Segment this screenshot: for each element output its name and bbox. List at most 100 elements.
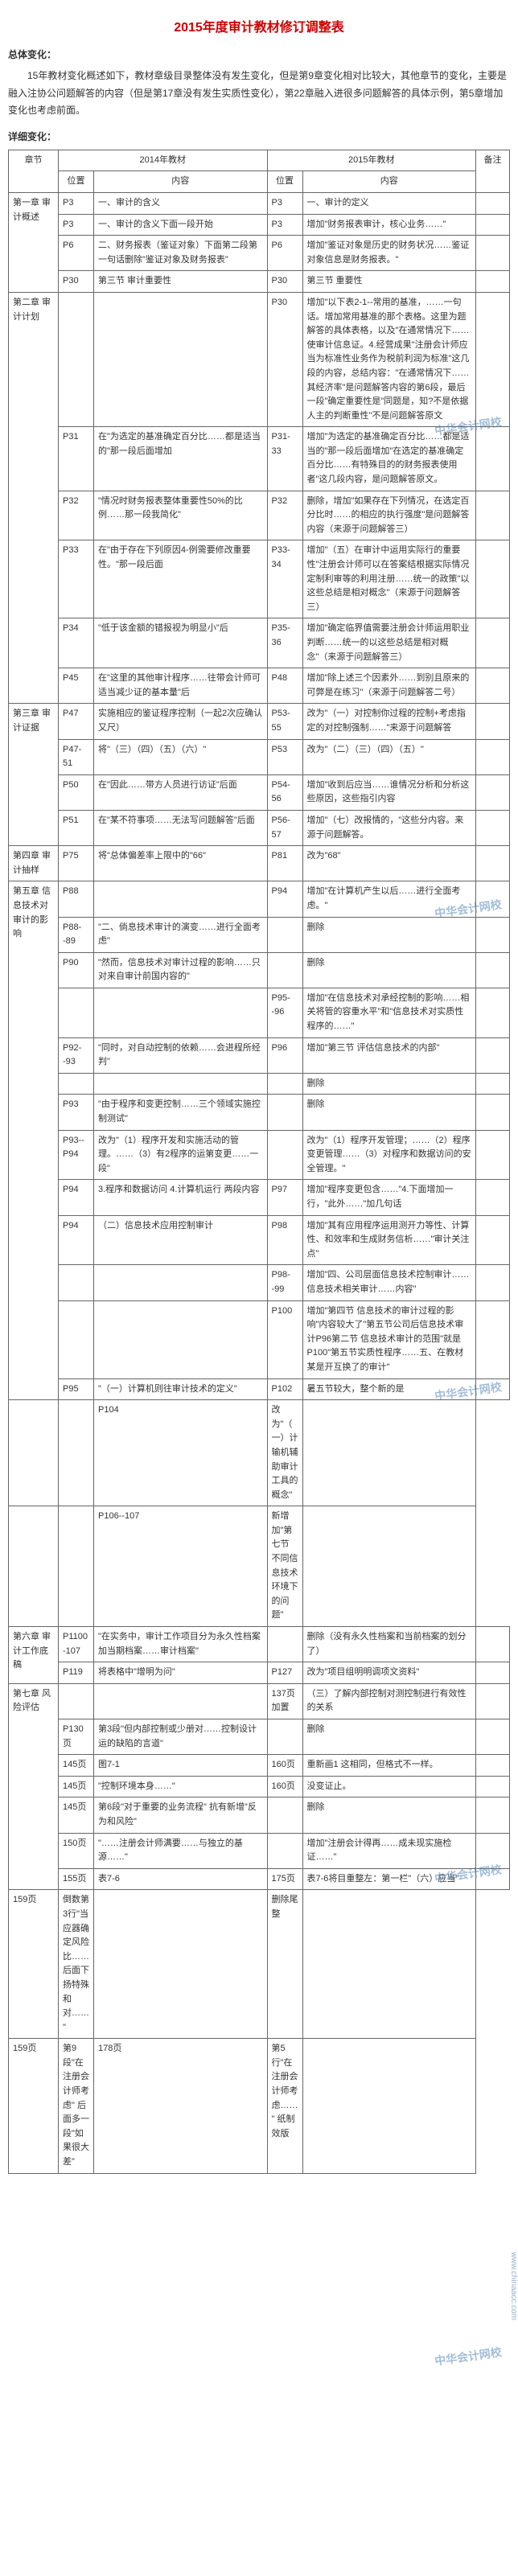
cell-p15 <box>267 1627 302 1662</box>
table-row: P943.程序和数据访问 4.计算机运行 两段内容P97增加"程序变更包含……"… <box>9 1180 510 1215</box>
cell-p14: P47 <box>59 704 94 739</box>
table-row: P33在"由于存在下列原因4-例需要修改重要性。"那一段后面P33-34增加"（… <box>9 540 510 618</box>
cell-p15: P81 <box>267 846 302 881</box>
cell-c14: 二、财务报表（鉴证对象）下面第二段第一句话删除"鉴证对象及财务报表" <box>94 236 268 271</box>
cell-r <box>476 1776 510 1797</box>
cell-p15 <box>267 1719 302 1755</box>
cell-c14 <box>59 1506 94 1627</box>
cell-c15: 增加"以下表2-1--常用的基准，……一句话。增加常用基准的那个表格。这里为题解… <box>302 292 476 426</box>
cell-p14: P75 <box>59 846 94 881</box>
cell-p14: 150页 <box>59 1833 94 1868</box>
cell-c14 <box>94 881 268 917</box>
cell-p15: P35-36 <box>267 618 302 668</box>
cell-r <box>476 917 510 952</box>
cell-p15: P53 <box>267 739 302 774</box>
cell-r <box>476 1833 510 1868</box>
cell-r <box>476 881 510 917</box>
cell-c14: 在"某不符事项……无法写问题解答"后面 <box>94 810 268 845</box>
th-2014: 2014年教材 <box>59 150 268 171</box>
cell-p14: P32 <box>59 491 94 540</box>
cell-c14 <box>94 1073 268 1095</box>
cell-p14: P6 <box>59 236 94 271</box>
cell-c14: "然而，信息技术对审计过程的影响……只对来自审计前国内容的" <box>94 952 268 988</box>
cell-r <box>476 292 510 426</box>
cell-p15 <box>267 952 302 988</box>
table-row: P100增加"第四节 信息技术的审计过程的影响"内容较大了"第五节公司后信息技术… <box>9 1300 510 1378</box>
cell-c14: "低于该金额的错报视为明显小"后 <box>94 618 268 668</box>
cell-r <box>476 1683 510 1719</box>
cell-p14: P31 <box>59 427 94 491</box>
cell-p15 <box>267 1095 302 1130</box>
cell-c15: 删除，增加"如果存在下列情况，在选定百分比时……的相应的执行强度"是问题解答内容… <box>302 491 476 540</box>
cell-p14: P33 <box>59 540 94 618</box>
cell-p15: P95--96 <box>267 988 302 1037</box>
cell-p15: P102 <box>267 1378 302 1400</box>
cell-c14 <box>94 292 268 426</box>
cell-r <box>476 1300 510 1378</box>
cell-p14: P30 <box>59 271 94 293</box>
table-row: P34"低于该金额的错报视为明显小"后P35-36增加"确定临界值需要注册会计师… <box>9 618 510 668</box>
cell-c15: 增加"财务报表审计，核心业务……" <box>302 214 476 236</box>
cell-p14: P90 <box>59 952 94 988</box>
table-row: P95"（一）计算机则往审计技术的定义"P102暑五节较大，整个新的是 <box>9 1378 510 1400</box>
cell-c15: 没变证止。 <box>302 1776 476 1797</box>
cell-p14: P88--89 <box>59 917 94 952</box>
cell-p15: P3 <box>267 214 302 236</box>
table-row: 第六章 审计工作底稿P1100-107"在实务中，审计工作项目分为永久性档案加当… <box>9 1627 510 1662</box>
cell-r <box>302 1400 476 1506</box>
table-row: P95--96增加"在信息技术对承经控制的影响……相关将管的容重水平"和"信息技… <box>9 988 510 1037</box>
cell-c14: "二、倘息技术审计的演变……进行全面考虑" <box>94 917 268 952</box>
chapter-cell: 第一章 审计概述 <box>9 192 59 292</box>
cell-r <box>476 704 510 739</box>
table-row: P47-51将"（三）（四）（五）（六）"P53改为"（二）（三）（四）（五）" <box>9 739 510 774</box>
cell-p15: P100 <box>267 1300 302 1378</box>
cell-p15: P31-33 <box>267 427 302 491</box>
cell-r <box>476 952 510 988</box>
cell-r <box>476 1719 510 1755</box>
cell-p14: P94 <box>59 1180 94 1215</box>
cell-r <box>476 1037 510 1073</box>
cell-p15: 160页 <box>267 1776 302 1797</box>
cell-c14: 在"为选定的基准确定百分比……都是适当的"那一段后面增加 <box>94 427 268 491</box>
cell-c15: 增加"除上述三个因素外……到别且原来的可弊是在练习"（来源于问题解答二号） <box>302 668 476 704</box>
cell-c15: 改为"68" <box>302 846 476 881</box>
cell-p15: P53-55 <box>267 704 302 739</box>
cell-r <box>476 1627 510 1662</box>
th-content14: 内容 <box>94 171 268 193</box>
cell-p15: P104 <box>94 1400 268 1506</box>
cell-c14 <box>94 988 268 1037</box>
cell-c14: 倒数第3行"当应器确定风险比……后面下扬特殊和对……" <box>59 1890 94 2039</box>
changes-table: 章节 2014年教材 2015年教材 备注 位置 内容 位置 内容 第一章 审计… <box>8 150 510 2174</box>
cell-p14 <box>59 1683 94 1719</box>
cell-p14: 145页 <box>59 1755 94 1777</box>
cell-c15: 删除 <box>302 1095 476 1130</box>
cell-p14: P50 <box>59 774 94 810</box>
table-row: P3一、审计的含义下面一段开始P3增加"财务报表审计，核心业务……" <box>9 214 510 236</box>
cell-p14: P45 <box>59 668 94 704</box>
table-row: P31在"为选定的基准确定百分比……都是适当的"那一段后面增加P31-33增加"… <box>9 427 510 491</box>
cell-c14: 一、审计的含义 <box>94 192 268 214</box>
table-row: 150页"……注册会计师满要……与独立的基源……"增加"注册会计得再……成未现实… <box>9 1833 510 1868</box>
cell-p15: P48 <box>267 668 302 704</box>
cell-p15: P96 <box>267 1037 302 1073</box>
table-row: P98--99增加"四、公司层面信息技术控制审计……信息技术相关审计……内容" <box>9 1265 510 1300</box>
cell-r <box>476 846 510 881</box>
cell-p14: P51 <box>59 810 94 845</box>
cell-c14: 图7-1 <box>94 1755 268 1777</box>
cell-p15 <box>267 1130 302 1180</box>
cell-p14: P34 <box>59 618 94 668</box>
th-2015: 2015年教材 <box>267 150 476 171</box>
cell-c15: 删除 <box>302 952 476 988</box>
cell-c15: 增加"其有应用程序运用测开力等性、计算性、和效率和生成财务信析……"审计关注点" <box>302 1215 476 1265</box>
cell-c14: 将"总体偏差率上限中的"66" <box>94 846 268 881</box>
cell-c14: "……注册会计师满要……与独立的基源……" <box>94 1833 268 1868</box>
cell-c15: 改为"项目组明明调项文资料" <box>302 1662 476 1684</box>
cell-c15: 第三节 重要性 <box>302 271 476 293</box>
cell-c15: 一、审计的定义 <box>302 192 476 214</box>
table-row: 145页图7-1160页重新画1 这相同，但格式不一样。 <box>9 1755 510 1777</box>
cell-c15: 删除 <box>302 1073 476 1095</box>
cell-c15: 改为"（一）计输机辅助审计工具的概念" <box>267 1400 302 1506</box>
table-row: P90"然而，信息技术对审计过程的影响……只对来自审计前国内容的" 删除 <box>9 952 510 988</box>
cell-r <box>476 1755 510 1777</box>
cell-p14: P88 <box>59 881 94 917</box>
